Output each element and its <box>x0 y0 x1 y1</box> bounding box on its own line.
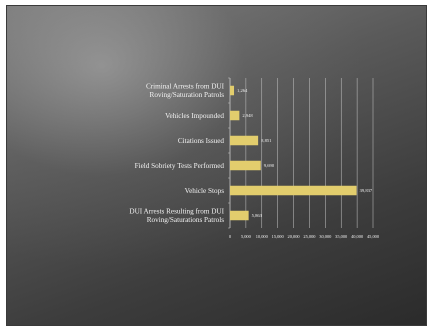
category-label: Vehicle Stops <box>185 187 225 195</box>
x-tick-label: 35,000 <box>335 234 348 240</box>
category-label: Vehicles Impounded <box>165 112 224 120</box>
data-label: 8,851 <box>261 138 272 144</box>
gridlines <box>228 77 374 229</box>
category-label: Field Sobriety Tests Performed <box>135 162 225 170</box>
x-tick-label: 0 <box>229 234 232 239</box>
data-label: 9,690 <box>264 163 275 169</box>
data-label: 1,264 <box>237 88 248 94</box>
bar <box>230 135 259 146</box>
x-tick-label: 45,000 <box>367 234 380 240</box>
bar <box>230 210 249 221</box>
slide-background: Criminal Arrests from DUI Roving/Saturati… <box>6 5 427 326</box>
x-tick-label: 10,000 <box>256 234 269 240</box>
category-labels: Criminal Arrests from DUI Roving/Saturati… <box>129 83 224 224</box>
value-labels: 1,264 2,948 8,851 9,690 39,837 5,863 <box>237 88 373 219</box>
x-tick-label: 30,000 <box>319 234 332 240</box>
x-tick-label: 20,000 <box>288 234 301 240</box>
x-tick-label: 25,000 <box>303 234 316 240</box>
category-label: DUI Arrests Resulting from DUI Roving/Sat… <box>129 208 224 224</box>
x-axis-tick-labels: 0 5,000 10,000 15,000 20,000 25,000 30,000 35,0… <box>229 234 380 240</box>
data-label: 39,837 <box>360 188 373 194</box>
category-label: Citations Issued <box>178 137 225 145</box>
bar-chart: Criminal Arrests from DUI Roving/Saturati… <box>129 77 380 240</box>
bar <box>230 185 357 196</box>
data-label: 2,948 <box>242 113 253 119</box>
data-label: 5,863 <box>252 213 263 219</box>
bar <box>230 110 240 121</box>
bar <box>230 160 261 171</box>
x-tick-label: 15,000 <box>272 234 285 240</box>
category-label: Criminal Arrests from DUI Roving/Saturati… <box>146 83 225 99</box>
x-tick-label: 5,000 <box>241 234 252 240</box>
x-tick-label: 40,000 <box>351 234 364 240</box>
bar <box>230 85 235 96</box>
bars <box>230 85 357 221</box>
